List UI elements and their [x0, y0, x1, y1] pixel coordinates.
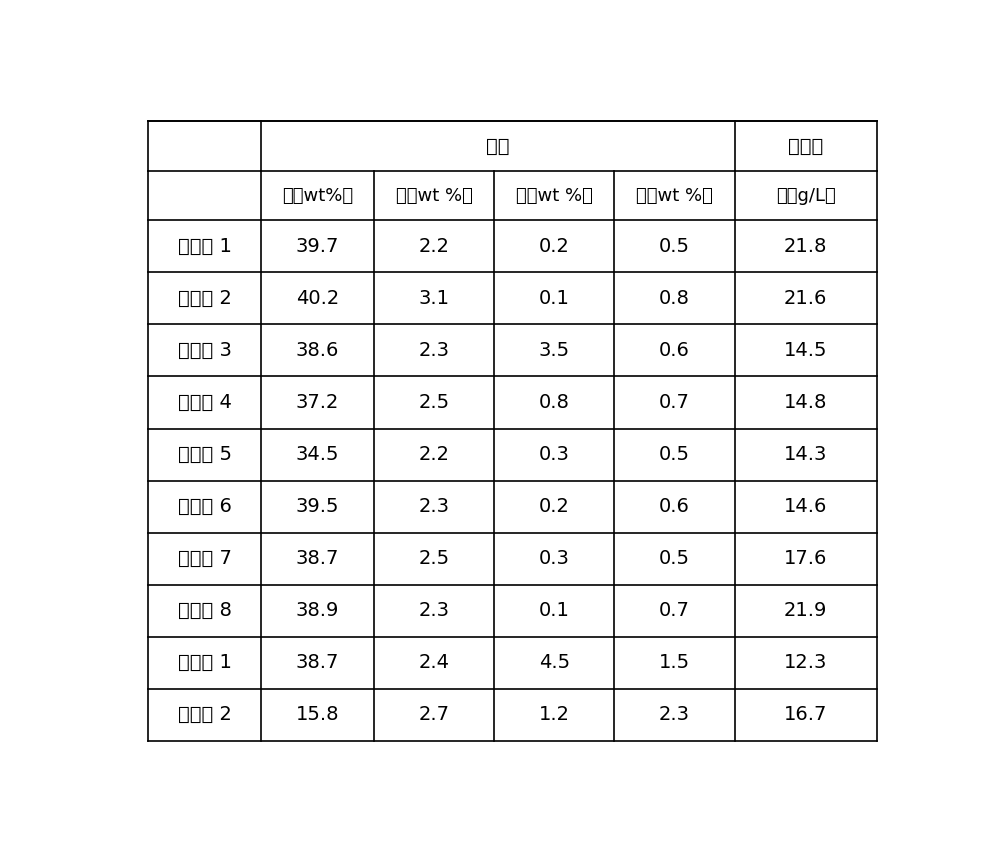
Text: 0.7: 0.7 [659, 601, 690, 620]
Text: 实施例 4: 实施例 4 [178, 393, 232, 412]
Text: 实施例 1: 实施例 1 [178, 237, 232, 256]
Text: 钼（wt %）: 钼（wt %） [516, 186, 593, 205]
Text: 14.8: 14.8 [784, 393, 827, 412]
Text: 2.2: 2.2 [419, 237, 450, 256]
Text: 2.3: 2.3 [419, 341, 450, 360]
Text: 38.7: 38.7 [296, 653, 339, 673]
Text: 14.3: 14.3 [784, 445, 827, 464]
Text: 21.8: 21.8 [784, 237, 827, 256]
Text: 40.2: 40.2 [296, 289, 339, 308]
Text: 21.9: 21.9 [784, 601, 827, 620]
Text: 37.2: 37.2 [296, 393, 339, 412]
Text: 实施例 2: 实施例 2 [178, 289, 232, 308]
Text: 12.3: 12.3 [784, 653, 827, 673]
Text: 0.1: 0.1 [539, 289, 570, 308]
Text: 0.8: 0.8 [659, 289, 690, 308]
Text: 39.5: 39.5 [296, 497, 339, 516]
Text: 0.5: 0.5 [659, 549, 690, 568]
Text: 0.2: 0.2 [539, 237, 570, 256]
Text: 0.6: 0.6 [659, 341, 690, 360]
Text: 实施例 5: 实施例 5 [178, 445, 232, 464]
Text: 镍（wt %）: 镍（wt %） [396, 186, 473, 205]
Text: 15.8: 15.8 [296, 706, 339, 724]
Text: 34.5: 34.5 [296, 445, 339, 464]
Text: 21.6: 21.6 [784, 289, 827, 308]
Text: 4.5: 4.5 [539, 653, 570, 673]
Text: 1.5: 1.5 [659, 653, 690, 673]
Text: 17.6: 17.6 [784, 549, 827, 568]
Text: 0.3: 0.3 [539, 445, 570, 464]
Text: 实施例 8: 实施例 8 [178, 601, 232, 620]
Text: 38.6: 38.6 [296, 341, 339, 360]
Text: 滤渣: 滤渣 [486, 136, 510, 156]
Text: 14.6: 14.6 [784, 497, 827, 516]
Text: 对比例 2: 对比例 2 [178, 706, 232, 724]
Text: 16.7: 16.7 [784, 706, 827, 724]
Text: 过滤液: 过滤液 [788, 136, 823, 156]
Text: 0.5: 0.5 [659, 445, 690, 464]
Text: 2.3: 2.3 [419, 497, 450, 516]
Text: 1.2: 1.2 [539, 706, 570, 724]
Text: 2.2: 2.2 [419, 445, 450, 464]
Text: 14.5: 14.5 [784, 341, 827, 360]
Text: 39.7: 39.7 [296, 237, 339, 256]
Text: 钼（g/L）: 钼（g/L） [776, 186, 836, 205]
Text: 实施例 7: 实施例 7 [178, 549, 232, 568]
Text: 实施例 6: 实施例 6 [178, 497, 232, 516]
Text: 3.1: 3.1 [419, 289, 450, 308]
Text: 0.7: 0.7 [659, 393, 690, 412]
Text: 2.5: 2.5 [419, 393, 450, 412]
Text: 实施例 3: 实施例 3 [178, 341, 232, 360]
Text: 38.7: 38.7 [296, 549, 339, 568]
Text: 2.3: 2.3 [419, 601, 450, 620]
Text: 0.5: 0.5 [659, 237, 690, 256]
Text: 铝（wt%）: 铝（wt%） [282, 186, 353, 205]
Text: 0.3: 0.3 [539, 549, 570, 568]
Text: 3.5: 3.5 [539, 341, 570, 360]
Text: 2.4: 2.4 [419, 653, 450, 673]
Text: 0.6: 0.6 [659, 497, 690, 516]
Text: 0.8: 0.8 [539, 393, 570, 412]
Text: 0.1: 0.1 [539, 601, 570, 620]
Text: 38.9: 38.9 [296, 601, 339, 620]
Text: 2.7: 2.7 [419, 706, 450, 724]
Text: 对比例 1: 对比例 1 [178, 653, 232, 673]
Text: 硫（wt %）: 硫（wt %） [636, 186, 713, 205]
Text: 2.5: 2.5 [419, 549, 450, 568]
Text: 0.2: 0.2 [539, 497, 570, 516]
Text: 2.3: 2.3 [659, 706, 690, 724]
